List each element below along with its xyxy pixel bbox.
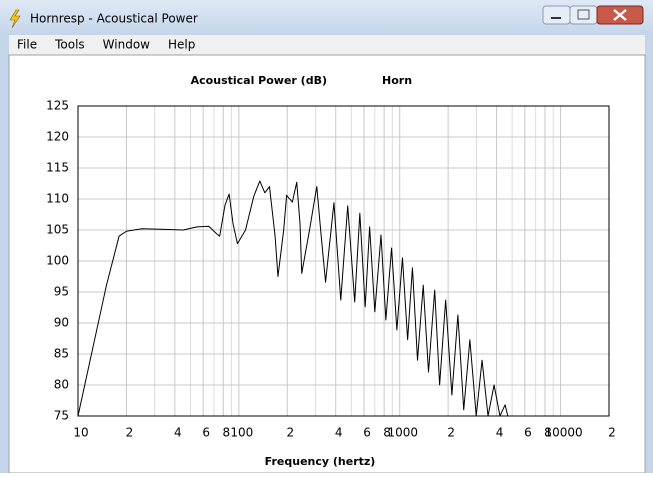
menu-item[interactable]: Help (168, 38, 195, 52)
menu-item[interactable]: File (17, 38, 37, 52)
x-tick-label: 10 (73, 426, 88, 440)
x-tick-label: 8 (383, 426, 391, 440)
y-tick-label: 75 (54, 409, 69, 423)
y-tick-label: 110 (46, 192, 69, 206)
y-tick-label: 85 (54, 347, 69, 361)
x-tick-label: 1000 (387, 426, 418, 440)
plot-border (77, 105, 610, 417)
maximize-icon (577, 9, 590, 20)
x-tick-label: 2 (286, 426, 294, 440)
x-tick-label: 4 (496, 426, 504, 440)
menu-bar (9, 35, 645, 55)
x-tick-label: 100 (230, 426, 253, 440)
x-axis-title: Frequency (hertz) (265, 455, 376, 468)
x-tick-label: 4 (174, 426, 182, 440)
y-tick-label: 120 (46, 130, 69, 144)
chart-title: Acoustical Power (dB) (191, 74, 327, 87)
y-tick-label: 80 (54, 378, 69, 392)
x-tick-label: 6 (363, 426, 371, 440)
x-tick-label: 10000 (544, 426, 582, 440)
app-icon (9, 9, 21, 29)
x-tick-label: 4 (335, 426, 343, 440)
y-tick-label: 105 (46, 223, 69, 237)
curve (77, 180, 509, 417)
y-tick-label: 90 (54, 316, 69, 330)
x-tick-label: 2 (447, 426, 455, 440)
y-tick-label: 95 (54, 285, 69, 299)
x-tick-label: 8 (222, 426, 230, 440)
y-tick-label: 100 (46, 254, 69, 268)
window-title: Hornresp - Acoustical Power (30, 12, 198, 26)
x-tick-label: 2 (608, 426, 616, 440)
y-tick-label: 115 (46, 161, 69, 175)
x-tick-label: 6 (202, 426, 210, 440)
x-tick-label: 6 (524, 426, 532, 440)
close-icon (613, 9, 627, 21)
y-tick-label: 125 (46, 99, 69, 113)
menu: File Tools Window Help (17, 38, 195, 52)
menu-item[interactable]: Tools (54, 38, 85, 52)
x-tick-label: 8 (544, 426, 552, 440)
x-tick-label: 2 (126, 426, 134, 440)
minimize-button[interactable] (542, 5, 571, 25)
chart-subtitle: Horn (382, 74, 412, 87)
menu-item[interactable]: Window (103, 38, 151, 52)
maximize-button[interactable] (569, 5, 598, 25)
